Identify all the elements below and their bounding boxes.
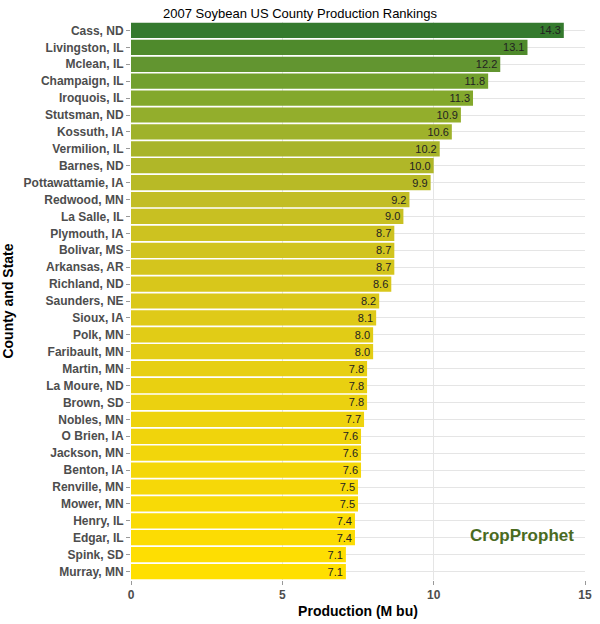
svg-text:Production (M bu): Production (M bu): [298, 603, 418, 619]
svg-text:7.1: 7.1: [328, 566, 343, 578]
svg-text:7.8: 7.8: [349, 363, 364, 375]
svg-text:11.8: 11.8: [465, 75, 486, 87]
svg-text:Pottawattamie, IA: Pottawattamie, IA: [24, 176, 124, 190]
svg-text:Brown, SD: Brown, SD: [63, 396, 124, 410]
svg-text:7.4: 7.4: [337, 515, 352, 527]
svg-text:Benton, IA: Benton, IA: [64, 463, 124, 477]
svg-text:Stutsman, ND: Stutsman, ND: [45, 108, 124, 122]
svg-text:Barnes, ND: Barnes, ND: [59, 159, 124, 173]
svg-text:15: 15: [578, 588, 592, 602]
svg-text:9.9: 9.9: [412, 177, 427, 189]
svg-text:Vermilion, IL: Vermilion, IL: [52, 142, 123, 156]
svg-text:Nobles, MN: Nobles, MN: [58, 413, 123, 427]
svg-text:Richland, ND: Richland, ND: [49, 277, 124, 291]
svg-text:10.0: 10.0: [409, 160, 430, 172]
svg-text:Saunders, NE: Saunders, NE: [46, 294, 124, 308]
svg-text:10.9: 10.9: [436, 109, 457, 121]
svg-text:CropProphet: CropProphet: [470, 526, 574, 545]
svg-text:7.7: 7.7: [346, 413, 361, 425]
svg-text:Livingston, IL: Livingston, IL: [46, 41, 124, 55]
svg-text:8.0: 8.0: [355, 329, 370, 341]
svg-text:8.7: 8.7: [376, 244, 391, 256]
svg-text:12.2: 12.2: [476, 58, 497, 70]
svg-text:Murray, MN: Murray, MN: [59, 565, 123, 579]
svg-text:7.6: 7.6: [343, 447, 358, 459]
svg-text:7.1: 7.1: [328, 549, 343, 561]
svg-text:Martin, MN: Martin, MN: [62, 362, 123, 376]
svg-text:Kossuth, IA: Kossuth, IA: [57, 125, 124, 139]
svg-text:7.8: 7.8: [349, 380, 364, 392]
svg-text:Redwood, MN: Redwood, MN: [44, 193, 123, 207]
svg-text:2007 Soybean US County Product: 2007 Soybean US County Production Rankin…: [163, 6, 437, 21]
svg-text:Mclean, IL: Mclean, IL: [66, 57, 124, 71]
svg-text:Jackson, MN: Jackson, MN: [50, 446, 123, 460]
svg-text:14.3: 14.3: [539, 24, 560, 36]
svg-text:Iroquois, IL: Iroquois, IL: [59, 91, 124, 105]
svg-text:10: 10: [427, 588, 441, 602]
svg-text:Edgar, IL: Edgar, IL: [73, 531, 124, 545]
svg-text:5: 5: [279, 588, 286, 602]
svg-text:11.3: 11.3: [449, 92, 470, 104]
svg-text:8.1: 8.1: [358, 312, 373, 324]
svg-text:La Moure, ND: La Moure, ND: [46, 379, 124, 393]
svg-text:13.1: 13.1: [503, 41, 524, 53]
svg-text:10.6: 10.6: [427, 126, 448, 138]
svg-text:7.5: 7.5: [340, 498, 355, 510]
svg-text:Cass, ND: Cass, ND: [71, 24, 124, 38]
svg-text:Renville, MN: Renville, MN: [52, 480, 123, 494]
svg-text:9.0: 9.0: [385, 210, 400, 222]
svg-text:8.7: 8.7: [376, 227, 391, 239]
svg-text:7.6: 7.6: [343, 464, 358, 476]
svg-text:Plymouth, IA: Plymouth, IA: [50, 227, 124, 241]
svg-text:8.2: 8.2: [361, 295, 376, 307]
svg-text:County and State: County and State: [0, 243, 16, 358]
svg-text:8.7: 8.7: [376, 261, 391, 273]
svg-text:Henry, IL: Henry, IL: [73, 514, 123, 528]
svg-text:8.6: 8.6: [373, 278, 388, 290]
svg-text:Arkansas, AR: Arkansas, AR: [46, 260, 124, 274]
svg-text:7.4: 7.4: [337, 532, 352, 544]
svg-text:7.6: 7.6: [343, 430, 358, 442]
svg-text:Polk, MN: Polk, MN: [73, 328, 124, 342]
svg-text:Bolivar, MS: Bolivar, MS: [59, 243, 124, 257]
svg-text:0: 0: [128, 588, 135, 602]
svg-text:9.2: 9.2: [391, 194, 406, 206]
svg-text:10.2: 10.2: [415, 143, 436, 155]
svg-text:7.8: 7.8: [349, 396, 364, 408]
svg-text:La Salle, IL: La Salle, IL: [61, 210, 124, 224]
svg-text:O Brien, IA: O Brien, IA: [62, 429, 124, 443]
svg-text:7.5: 7.5: [340, 481, 355, 493]
svg-text:Faribault, MN: Faribault, MN: [48, 345, 124, 359]
svg-text:Spink, SD: Spink, SD: [68, 548, 124, 562]
svg-text:Mower, MN: Mower, MN: [61, 497, 124, 511]
svg-text:8.0: 8.0: [355, 346, 370, 358]
svg-text:Sioux, IA: Sioux, IA: [72, 311, 124, 325]
svg-text:Champaign, IL: Champaign, IL: [41, 74, 124, 88]
